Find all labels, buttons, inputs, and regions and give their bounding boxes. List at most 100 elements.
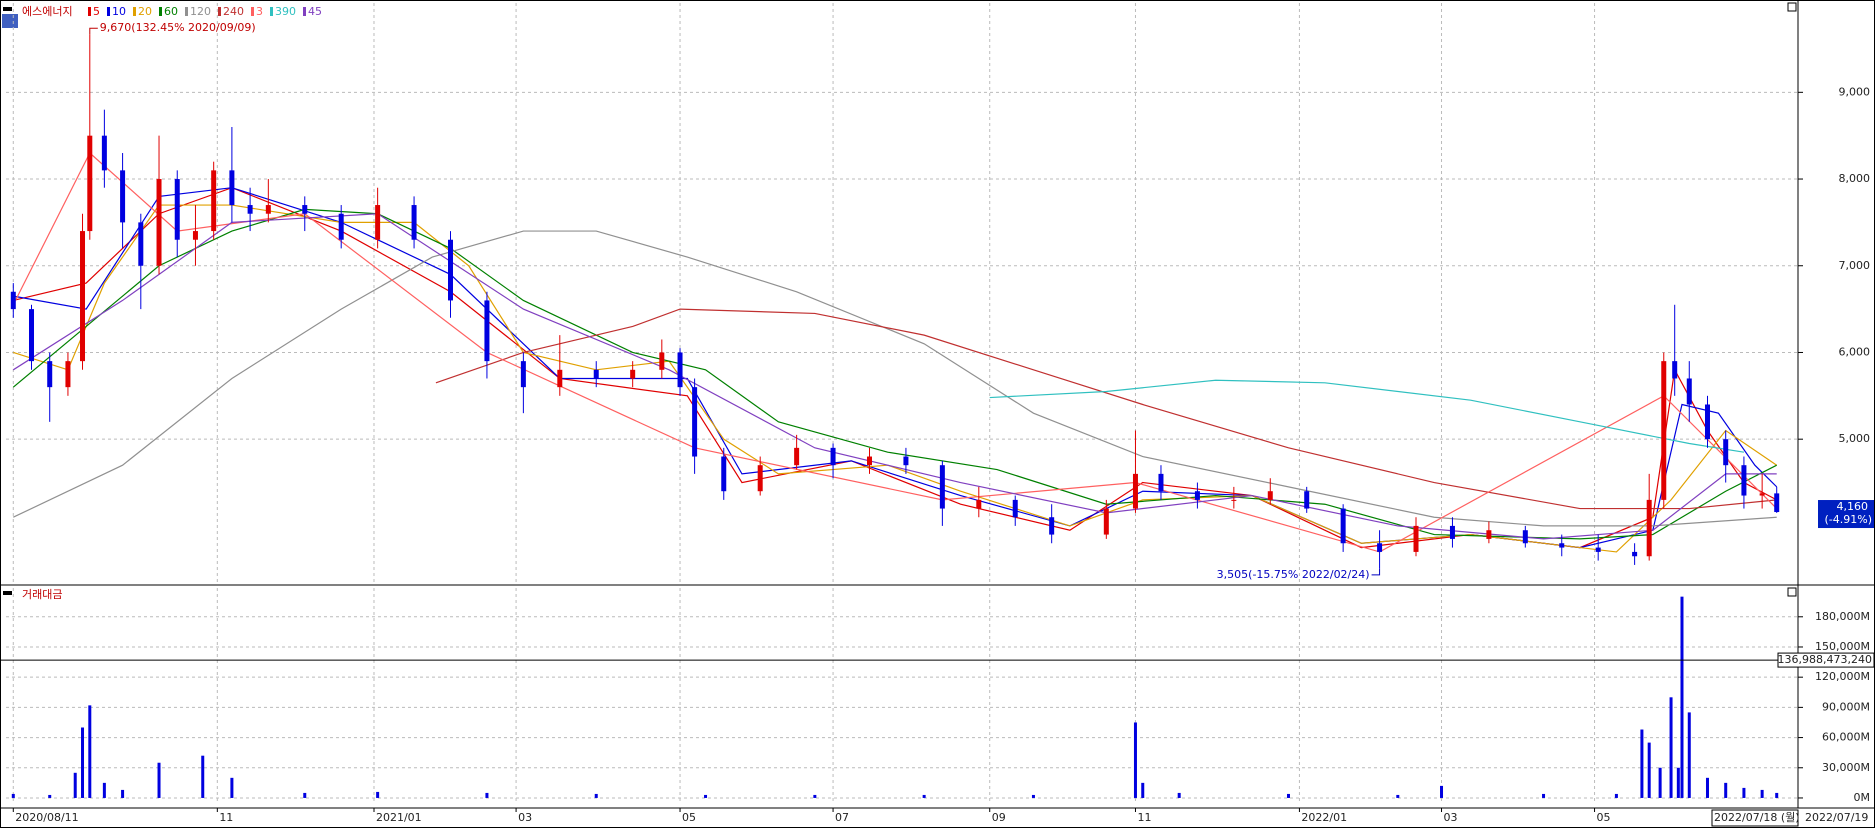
volume-bar [48, 794, 52, 798]
candle-body [1632, 551, 1638, 557]
candle-body [229, 170, 235, 206]
volume-bar [11, 793, 15, 798]
tab-icon[interactable] [2, 14, 18, 28]
cursor-date: 2022/07/19 [1805, 811, 1868, 824]
legend-label: 60 [164, 5, 178, 18]
candle-body [976, 499, 982, 509]
volume-bar [88, 705, 92, 798]
annotation-label: 3,505(-15.75% 2022/02/24) [1217, 568, 1370, 581]
ma-line [13, 187, 1777, 549]
volume-bar [376, 791, 380, 798]
x-tick-label: 09 [992, 811, 1006, 824]
y-tick-label: 6,000 [1839, 345, 1871, 358]
candle-body [659, 352, 665, 370]
y-tick-label: 9,000 [1839, 85, 1871, 98]
volume-bar [704, 794, 708, 798]
legend-swatch [218, 7, 221, 16]
legend-swatch [270, 7, 273, 16]
candle-body [211, 170, 217, 232]
window-button[interactable] [1787, 2, 1797, 12]
volume-bar [1286, 793, 1290, 798]
volume-bar [1614, 793, 1618, 798]
legend-label: 5 [93, 5, 100, 18]
candle-body [557, 369, 563, 388]
candle-body [484, 300, 490, 362]
last-price-label: 4,160 [1837, 500, 1869, 513]
volume-bar [121, 789, 125, 798]
candle-body [1741, 465, 1747, 496]
legend-label: 10 [112, 5, 126, 18]
candle-body [1340, 508, 1346, 544]
legend-swatch [159, 7, 162, 16]
candle-body [794, 447, 800, 466]
volume-bar [230, 777, 234, 798]
volume-bar [1542, 793, 1546, 798]
candle-body [1646, 499, 1652, 557]
volume-bar [594, 793, 598, 798]
candle-body [1267, 491, 1273, 500]
legend-label: 390 [275, 5, 296, 18]
candle-body [1012, 499, 1018, 518]
volume-bar [1031, 794, 1035, 798]
last-price-box [1818, 500, 1874, 529]
y-tick-label: 30,000M [1822, 761, 1870, 774]
panel-icon [3, 7, 12, 11]
legend-title: 에스에너지 [22, 5, 73, 18]
candle-body [1661, 361, 1667, 500]
ma-line [13, 204, 1778, 553]
candle-body [1049, 517, 1055, 535]
panel-icon [3, 591, 12, 595]
volume-bar [922, 794, 926, 798]
candle-body [1774, 493, 1780, 513]
window-button[interactable] [1787, 587, 1797, 597]
candle-body [1559, 543, 1565, 548]
candle-body [156, 179, 162, 266]
legend-label: 3 [256, 5, 263, 18]
candle-body [47, 361, 53, 388]
volume-bar [303, 792, 307, 798]
x-tick-label: 2021/01 [376, 811, 422, 824]
y-tick-label: 180,000M [1815, 610, 1870, 623]
candle-body [1704, 404, 1710, 440]
legend-swatch [303, 7, 306, 16]
last-price-pointer [1818, 507, 1824, 518]
cursor-date-box [1711, 809, 1799, 827]
candle-body [1158, 473, 1164, 492]
candle-body [757, 465, 763, 492]
ma-line [13, 187, 1778, 549]
volume-bar [813, 794, 817, 798]
legend-label: 45 [308, 5, 322, 18]
volume-bar [1396, 794, 1400, 798]
candle-body [338, 213, 344, 240]
candle-body [120, 170, 126, 223]
legend-swatch [133, 7, 136, 16]
x-tick-label: 05 [1597, 811, 1611, 824]
candle-body [265, 205, 271, 214]
volume-bar [81, 727, 85, 798]
candle-body [302, 205, 308, 214]
y-tick-label: 150,000M [1815, 640, 1870, 653]
volume-bar [1742, 787, 1746, 798]
annotation-label: 9,670(132.45% 2020/09/09) [100, 21, 256, 34]
candle-body [65, 361, 71, 388]
cursor-date: 2022/07/18 (월) [1714, 811, 1800, 824]
candle-body [411, 205, 417, 240]
candle-body [692, 387, 698, 457]
candle-body [174, 179, 180, 240]
legend-swatch [251, 7, 254, 16]
candle-body [1759, 493, 1765, 496]
y-tick-label: 0M [1854, 791, 1871, 804]
annotation-leader [1371, 568, 1381, 576]
candle-body [830, 447, 836, 466]
y-tick-label: 7,000 [1839, 259, 1871, 272]
volume-bar [73, 772, 77, 798]
volume-bar [1640, 729, 1644, 798]
candle-body [866, 456, 872, 466]
candle-body [192, 231, 198, 240]
candle-body [1132, 473, 1138, 509]
legend-swatch [88, 7, 91, 16]
candle-body [721, 456, 727, 492]
candle-body [10, 291, 16, 310]
candle-body [630, 369, 636, 379]
